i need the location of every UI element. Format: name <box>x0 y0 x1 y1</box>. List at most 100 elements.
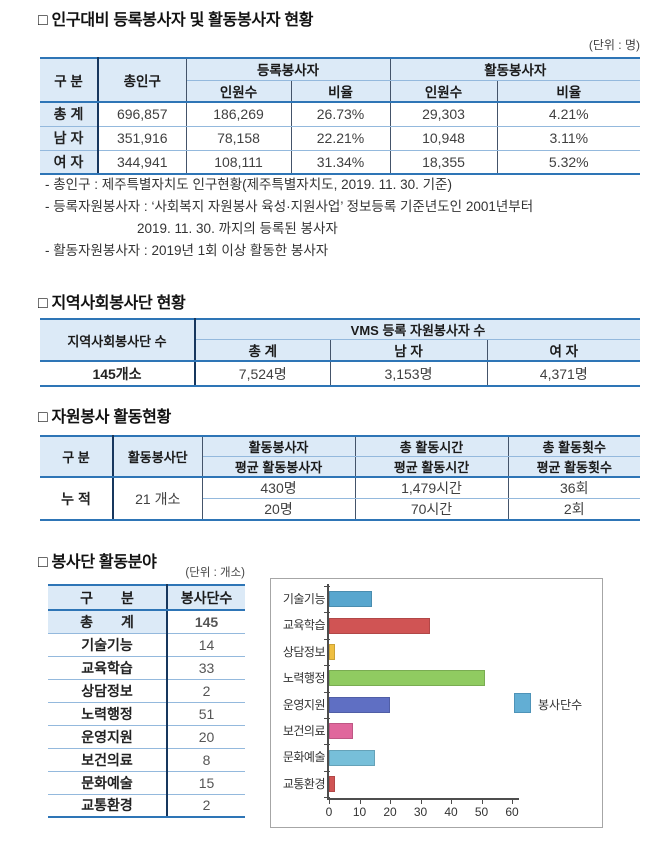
col-header-total: 총 계 <box>195 339 331 362</box>
y-axis-tick <box>324 665 330 667</box>
legend-color-swatch <box>514 693 531 713</box>
cell-field-count: 15 <box>167 771 245 795</box>
row-label-field: 교통환경 <box>48 794 168 818</box>
chart-category-label: 문화예술 <box>282 750 326 765</box>
row-label-field: 상담정보 <box>48 679 168 703</box>
col-header-group: 구 분 <box>40 57 99 103</box>
chart-category-label: 교통환경 <box>282 776 326 791</box>
chart-row: 운영지원 <box>271 692 602 718</box>
chart-bar <box>329 591 372 608</box>
y-axis-tick <box>324 586 330 587</box>
col-header-reg-ratio: 비율 <box>291 80 391 103</box>
x-axis-tick-label: 20 <box>383 805 397 819</box>
cell-vms-total: 7,524명 <box>195 361 331 387</box>
col-header-active: 활동봉사자 <box>390 57 641 81</box>
cell-field-count: 2 <box>167 679 245 703</box>
x-axis-tick <box>359 800 361 804</box>
col-header-volunteers: 활동봉사자 <box>202 435 356 457</box>
section4-title: □ 봉사단 활동분야 <box>38 554 157 571</box>
row-label: 여 자 <box>40 150 99 175</box>
cell-team-count: 145개소 <box>40 361 196 387</box>
section1-title: □ 인구대비 등록봉사자 및 활동봉사자 현황 <box>38 12 314 29</box>
x-axis-tick <box>512 800 513 804</box>
chart-bar <box>329 723 354 740</box>
activity-status-table: 구 분 활동봉사단 활동봉사자 총 활동시간 총 활동횟수 평균 활동봉사자 평… <box>40 435 640 521</box>
footnote: 2019. 11. 30. 까지의 등록된 봉사자 <box>137 221 338 236</box>
population-volunteer-table: 구 분 총인구 등록봉사자 활동봉사자 인원수 비율 인원수 비율 총 계 69… <box>40 57 641 175</box>
row-label-field: 노력행정 <box>48 702 168 726</box>
chart-bar <box>329 696 390 713</box>
cell-field-count: 14 <box>167 633 245 657</box>
col-header-group: 구 분 <box>40 435 114 478</box>
cell-act-count: 18,355 <box>390 150 498 175</box>
col-header-reg-count: 인원수 <box>186 80 292 103</box>
chart-bar <box>329 749 375 766</box>
cell-field-count: 51 <box>167 702 245 726</box>
cell-times: 2회 <box>508 498 640 521</box>
x-axis-tick-label: 0 <box>325 805 333 819</box>
chart-category-label: 기술기능 <box>282 592 326 606</box>
col-header-act-count: 인원수 <box>390 80 498 103</box>
col-header-male: 남 자 <box>330 339 488 362</box>
col-header-group: 구 분 <box>48 584 168 611</box>
col-header-registered: 등록봉사자 <box>186 57 391 81</box>
x-axis-tick-label: 60 <box>505 805 519 819</box>
x-axis-tick-label: 40 <box>444 805 458 819</box>
cell-field-count: 8 <box>167 748 245 772</box>
y-axis-tick <box>324 744 330 746</box>
cell-reg-ratio: 22.21% <box>291 126 391 151</box>
col-header-vms-group: VMS 등록 자원봉사자 수 <box>195 318 641 340</box>
footnote: - 총인구 : 제주특별자치도 인구현황(제주특별자치도, 2019. 11. … <box>45 177 452 192</box>
col-header-times: 총 활동횟수 <box>508 435 640 457</box>
chart-bar <box>329 643 336 660</box>
legend-label: 봉사단수 <box>538 698 583 712</box>
y-axis-tick <box>324 612 330 614</box>
chart-category-label: 교육학습 <box>282 618 326 633</box>
chart-bar <box>329 670 485 687</box>
x-axis-tick <box>329 800 330 804</box>
row-label-total: 총 계 <box>48 610 168 634</box>
chart-x-axis <box>327 798 519 800</box>
cell-reg-count: 186,269 <box>186 102 292 127</box>
section4-unit-label: (단위 : 개소) <box>185 567 245 579</box>
cell-volunteers: 20명 <box>202 498 356 521</box>
cell-act-count: 10,948 <box>390 126 498 151</box>
section2-title: □ 지역사회봉사단 현황 <box>38 295 186 312</box>
footnotes: - 총인구 : 제주특별자치도 인구현황(제주특별자치도, 2019. 11. … <box>45 174 533 262</box>
x-axis-tick <box>390 800 391 804</box>
x-axis-tick-label: 50 <box>474 805 489 819</box>
chart-bar <box>329 775 336 792</box>
row-label-field: 문화예술 <box>48 771 168 795</box>
row-label-cumulative: 누 적 <box>40 477 114 521</box>
col-header-avg-times: 평균 활동횟수 <box>508 456 640 478</box>
bar-chart: 기술기능 교육학습 상담정보 노력행정 운영지원 보건의료 문화예술 교통환경 0 10 20 30… <box>270 578 603 828</box>
x-axis-tick <box>481 800 483 804</box>
chart-row: 문화예술 <box>271 744 602 770</box>
section1-unit-label: (단위 : 명) <box>588 38 640 52</box>
col-header-count: 봉사단수 <box>167 584 245 611</box>
team-fields-table: 구 분 봉사단수 총 계 145 기술기능 14 교육학습 33 상담정보 2 노력행정 51… <box>48 584 245 818</box>
x-axis-tick <box>451 800 452 804</box>
cell-field-count: 33 <box>167 656 245 680</box>
cell-volunteers: 430명 <box>202 477 356 499</box>
x-axis-tick <box>420 800 422 804</box>
y-axis-tick <box>324 691 330 693</box>
col-header-avg-volunteers: 평균 활동봉사자 <box>202 456 356 478</box>
y-axis-tick <box>324 797 330 799</box>
cell-act-ratio: 5.32% <box>497 150 641 175</box>
cell-population: 344,941 <box>98 150 187 175</box>
footnote: - 등록자원봉사자 : ‘사회복지 자원봉사 육성·지원사업’ 정보등록 기준년… <box>45 199 534 214</box>
chart-row: 교육학습 <box>271 612 602 638</box>
cell-field-count: 2 <box>167 794 245 818</box>
row-label-field: 보건의료 <box>48 748 168 772</box>
cell-reg-count: 108,111 <box>186 150 292 175</box>
cell-times: 36회 <box>508 477 640 499</box>
chart-category-label: 상담정보 <box>282 644 326 659</box>
cell-reg-ratio: 26.73% <box>291 102 391 127</box>
cell-field-count: 20 <box>167 725 245 749</box>
cell-act-count: 29,303 <box>390 102 498 127</box>
cell-total-count: 145 <box>167 610 245 634</box>
cell-act-ratio: 4.21% <box>497 102 641 127</box>
chart-row: 노력행정 <box>271 665 602 691</box>
